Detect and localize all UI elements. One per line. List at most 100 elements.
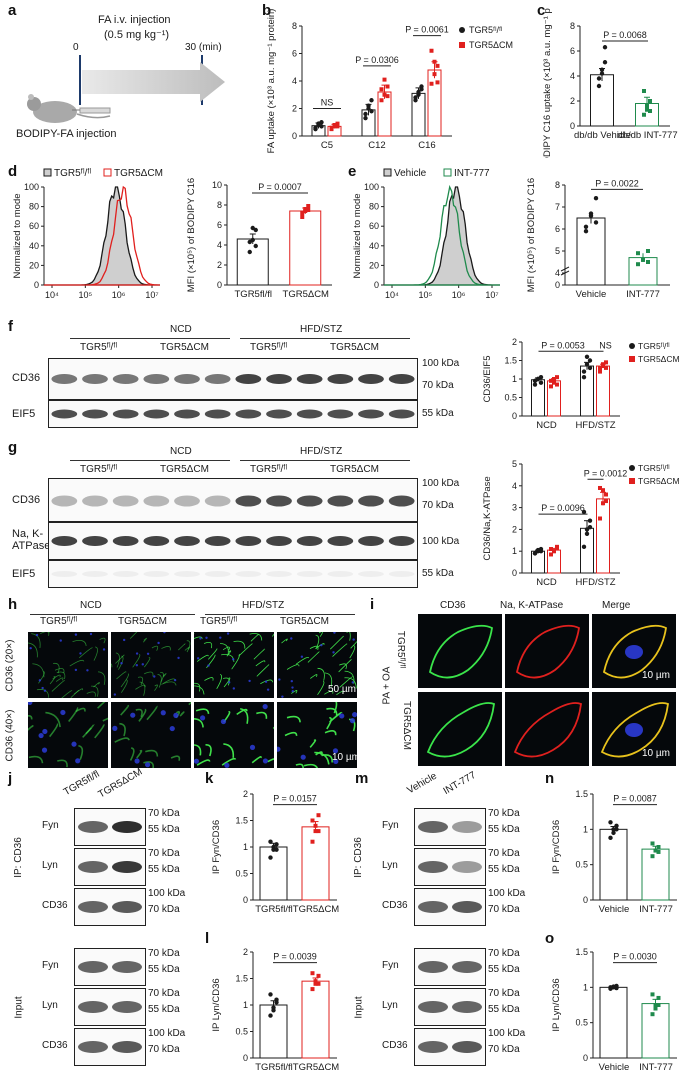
- nucleus-stain: [262, 758, 269, 764]
- y-tick-label: 7: [555, 202, 560, 212]
- y-tick-label: 6: [292, 49, 297, 59]
- x-tick-label: C5: [321, 140, 333, 151]
- cell-outline: [515, 624, 580, 679]
- data-point: [253, 243, 258, 249]
- membrane-stain: [349, 632, 351, 641]
- g-sub-cm-1: TGR5ΔCM: [160, 464, 209, 475]
- p-value-label: P = 0.0096: [541, 503, 585, 513]
- membrane-stain: [318, 632, 323, 637]
- membrane-stain: [326, 717, 332, 730]
- legend-b-marker: [443, 168, 452, 177]
- blot-band: [112, 495, 139, 507]
- data-point: [598, 516, 602, 521]
- timeline-arrow: [82, 62, 225, 102]
- nucleus-stain: [41, 747, 48, 753]
- data-point: [532, 551, 538, 556]
- membrane-stain: [344, 677, 357, 689]
- data-point: [598, 485, 602, 490]
- f-sub-cm-1: TGR5ΔCM: [160, 342, 209, 353]
- blot-band: [388, 495, 415, 507]
- histology-tile: [111, 632, 191, 698]
- data-point: [656, 849, 661, 854]
- data-point: [587, 358, 593, 363]
- nucleus-stain: [59, 639, 62, 642]
- bar: [236, 238, 269, 286]
- membrane-stain: [28, 642, 38, 658]
- data-point: [300, 215, 305, 219]
- mw-marker-label: 55 kDa: [488, 864, 520, 875]
- data-point: [435, 80, 440, 85]
- i-row-fl: TGR5ᶠˡ/ᶠˡ: [395, 630, 407, 669]
- y-tick-label: 2: [217, 260, 222, 270]
- nucleus-stain: [332, 651, 335, 654]
- h-col-fl-2: TGR5ᶠˡ/ᶠˡ: [200, 616, 238, 627]
- i-col-merge: Merge: [602, 600, 631, 611]
- f-sub-cm-2: TGR5ΔCM: [330, 342, 379, 353]
- membrane-stain: [145, 749, 159, 757]
- membrane-stain: [196, 654, 209, 662]
- y-tick-label: 60: [369, 221, 379, 231]
- i-treatment: PA + OA: [381, 666, 393, 705]
- y-tick-label: 1: [243, 842, 248, 852]
- h-group-hfd: HFD/STZ: [242, 600, 285, 611]
- blot-band: [78, 1041, 108, 1053]
- panel-label-o: o: [545, 930, 555, 947]
- data-point: [656, 845, 661, 849]
- x-tick-label: TGR5ΔCM: [293, 1062, 340, 1073]
- panel-label-e: e: [348, 163, 357, 180]
- y-axis-label: Normalized to mode: [352, 193, 363, 278]
- data-point: [268, 839, 273, 844]
- y-tick-label: 100: [24, 182, 39, 192]
- data-point: [593, 220, 599, 225]
- data-point: [601, 501, 605, 506]
- legend-a-marker: [43, 168, 52, 177]
- y-tick-label: 1: [243, 1000, 248, 1010]
- blot-band: [51, 536, 78, 546]
- membrane-stain: [160, 672, 164, 683]
- membrane-stain: [195, 708, 210, 714]
- membrane-stain: [115, 652, 120, 668]
- y-tick-label: 8: [555, 180, 560, 190]
- m-ip-label: IP: CD36: [352, 837, 364, 878]
- membrane-stain: [251, 756, 262, 764]
- membrane-stain: [204, 677, 214, 681]
- blot-band: [174, 495, 200, 507]
- panel-label-l: l: [205, 930, 210, 947]
- blot-band: [418, 961, 448, 973]
- x-tick-label: 10⁴: [385, 290, 399, 300]
- f-mw-100: 100 kDa: [422, 358, 460, 369]
- membrane-stain: [118, 655, 124, 670]
- y-tick-label: 8: [570, 21, 575, 31]
- data-point: [271, 844, 276, 850]
- nucleus-stain: [291, 686, 294, 689]
- legend-fl-label: TGR5ᶠˡ/ᶠˡ: [638, 341, 670, 351]
- g-sub-cm-2: TGR5ΔCM: [330, 464, 379, 475]
- f-sub-fl-2: TGR5ᶠˡ/ᶠˡ: [250, 342, 288, 353]
- nucleus-stain: [248, 679, 251, 683]
- data-point: [363, 111, 368, 117]
- blot-band: [266, 374, 292, 384]
- membrane-stain: [79, 647, 93, 659]
- y-tick-label: 6: [570, 46, 575, 56]
- chart-n-bar: 0 0.5 1 1.5 IP Fyn/CD36 Vehicle INT-777 P = 0.0…: [551, 789, 677, 915]
- data-point: [596, 76, 602, 81]
- membrane-stain: [129, 632, 138, 639]
- y-tick-label: 0: [243, 895, 248, 905]
- legend-b-label: INT-777: [454, 168, 490, 179]
- data-point: [650, 992, 655, 997]
- membrane-stain: [139, 681, 146, 696]
- data-point: [319, 124, 324, 129]
- nucleus-stain: [173, 712, 179, 718]
- mw-marker-label: 70 kDa: [488, 904, 520, 915]
- panel-label-j: j: [8, 770, 13, 787]
- nucleus-stain: [29, 646, 32, 650]
- membrane-stain: [151, 645, 159, 651]
- membrane-stain: [194, 636, 203, 640]
- g-mw-100a: 100 kDa: [422, 478, 460, 489]
- blot-band: [296, 571, 323, 577]
- mw-marker-label: 70 kDa: [148, 808, 180, 819]
- membrane-stain: [222, 646, 230, 651]
- data-point: [650, 1012, 655, 1017]
- membrane-stain: [205, 744, 212, 757]
- data-point: [584, 354, 590, 359]
